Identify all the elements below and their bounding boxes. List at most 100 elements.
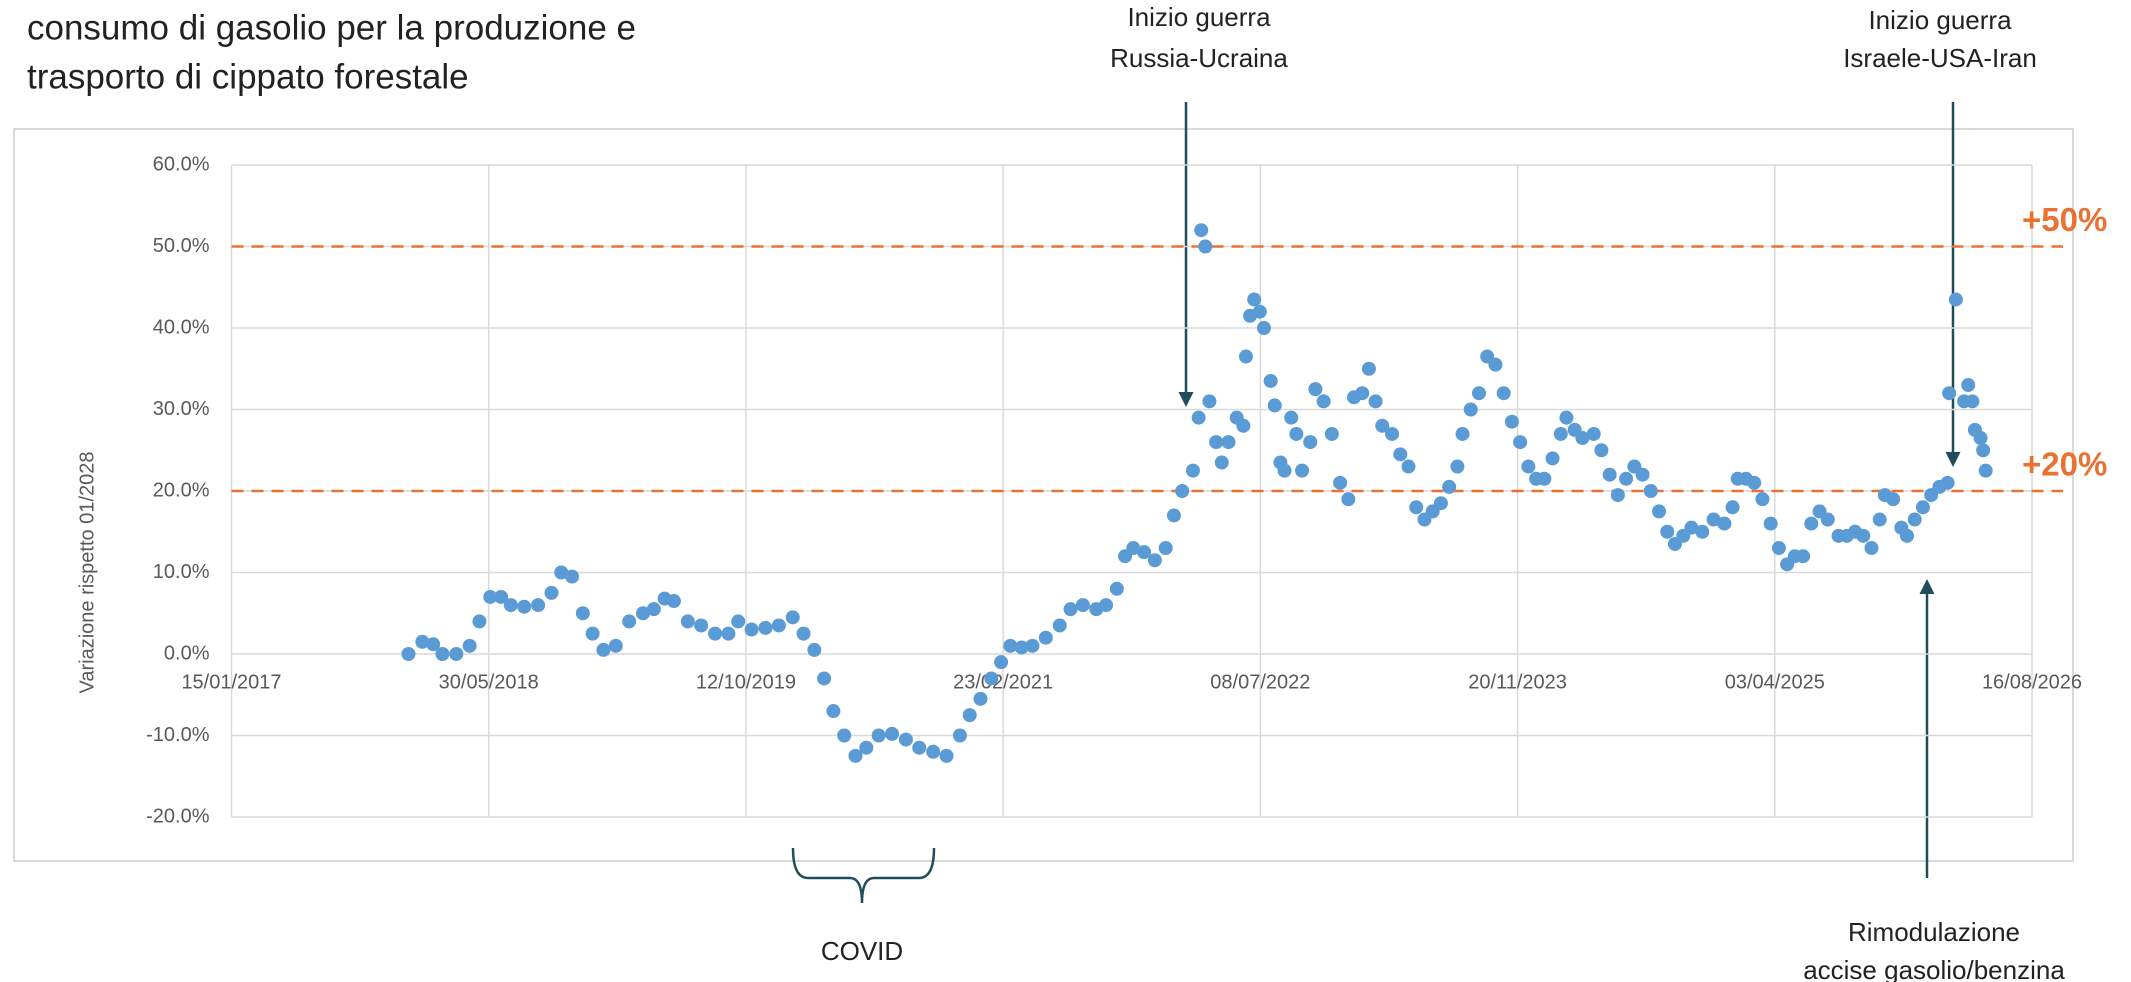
point <box>494 589 509 604</box>
point <box>885 726 900 741</box>
point <box>1236 418 1251 433</box>
point <box>1643 484 1658 498</box>
point <box>1202 394 1217 409</box>
point <box>1872 512 1887 527</box>
point <box>1333 475 1348 490</box>
point <box>744 622 759 637</box>
point <box>708 626 723 641</box>
point <box>1147 553 1162 568</box>
point <box>401 647 416 661</box>
point <box>1355 386 1370 401</box>
point <box>1209 435 1224 450</box>
point <box>1038 630 1053 645</box>
point <box>1602 467 1617 482</box>
annotation: COVID <box>821 936 903 966</box>
point <box>544 585 559 600</box>
point <box>1433 496 1448 511</box>
point <box>1961 378 1976 393</box>
point <box>1385 426 1400 441</box>
point <box>1158 541 1173 556</box>
point <box>1763 516 1778 531</box>
point <box>859 740 874 755</box>
y-tick-label: 60.0% <box>153 153 210 175</box>
covid-brace <box>791 847 936 904</box>
point <box>554 565 569 580</box>
point <box>1455 426 1470 441</box>
x-tick-label: 08/07/2022 <box>1210 671 1310 693</box>
point <box>1316 394 1331 409</box>
point <box>1063 602 1078 617</box>
point <box>1907 512 1922 527</box>
point <box>1221 435 1236 450</box>
point <box>796 626 811 641</box>
point <box>415 634 430 649</box>
y-tick-label: 30.0% <box>153 398 210 420</box>
point <box>1109 581 1124 596</box>
point <box>1191 410 1206 425</box>
chart-title: consumo di gasolio per la produzione e <box>27 8 636 47</box>
point <box>596 642 611 657</box>
point <box>1521 459 1536 474</box>
point <box>817 671 832 686</box>
point <box>1375 418 1390 433</box>
point <box>1238 349 1253 364</box>
point <box>1450 459 1465 474</box>
point <box>1263 373 1278 388</box>
point <box>994 655 1009 670</box>
point <box>565 569 580 584</box>
point <box>1166 508 1181 523</box>
point <box>1559 410 1574 425</box>
point <box>1361 361 1376 376</box>
point <box>1289 426 1304 441</box>
point <box>837 728 852 743</box>
reference-label: +20% <box>2022 446 2107 483</box>
point <box>1324 426 1339 441</box>
point <box>973 691 988 706</box>
point <box>1442 479 1457 494</box>
point <box>1284 410 1299 425</box>
point <box>449 647 464 661</box>
point <box>1619 471 1634 486</box>
point <box>758 620 773 635</box>
point <box>1052 618 1067 633</box>
point <box>1886 492 1901 507</box>
point <box>435 647 450 661</box>
point <box>636 606 651 621</box>
annotation: Israele-USA-Iran <box>1843 43 2037 73</box>
point <box>1303 435 1318 450</box>
y-tick-label: -20.0% <box>146 805 210 827</box>
point <box>1341 492 1356 507</box>
x-tick-label: 15/01/2017 <box>181 671 281 693</box>
point <box>1504 414 1519 429</box>
point <box>1409 500 1424 515</box>
point <box>585 626 600 641</box>
point <box>1471 386 1486 401</box>
point <box>1393 447 1408 462</box>
point <box>694 618 709 633</box>
point <box>771 618 786 633</box>
point <box>1940 475 1955 490</box>
annotation: accise gasolio/benzina <box>1803 955 2065 982</box>
point <box>1308 382 1323 397</box>
point <box>1553 426 1568 441</box>
x-tick-label: 16/08/2026 <box>1982 671 2082 693</box>
point <box>483 589 498 604</box>
point <box>1368 394 1383 409</box>
point <box>1545 451 1560 466</box>
point <box>1948 292 1963 307</box>
point <box>1252 304 1267 319</box>
point <box>426 637 441 652</box>
point <box>1214 455 1229 470</box>
point <box>472 614 487 629</box>
point <box>1717 516 1732 531</box>
point <box>1594 443 1609 458</box>
point <box>646 602 661 617</box>
x-tick-label: 20/11/2023 <box>1468 671 1567 693</box>
y-tick-label: 10.0% <box>153 561 210 583</box>
point <box>962 708 977 723</box>
point <box>721 626 736 641</box>
point <box>1075 598 1090 613</box>
point <box>1025 638 1040 653</box>
point <box>1973 431 1988 446</box>
